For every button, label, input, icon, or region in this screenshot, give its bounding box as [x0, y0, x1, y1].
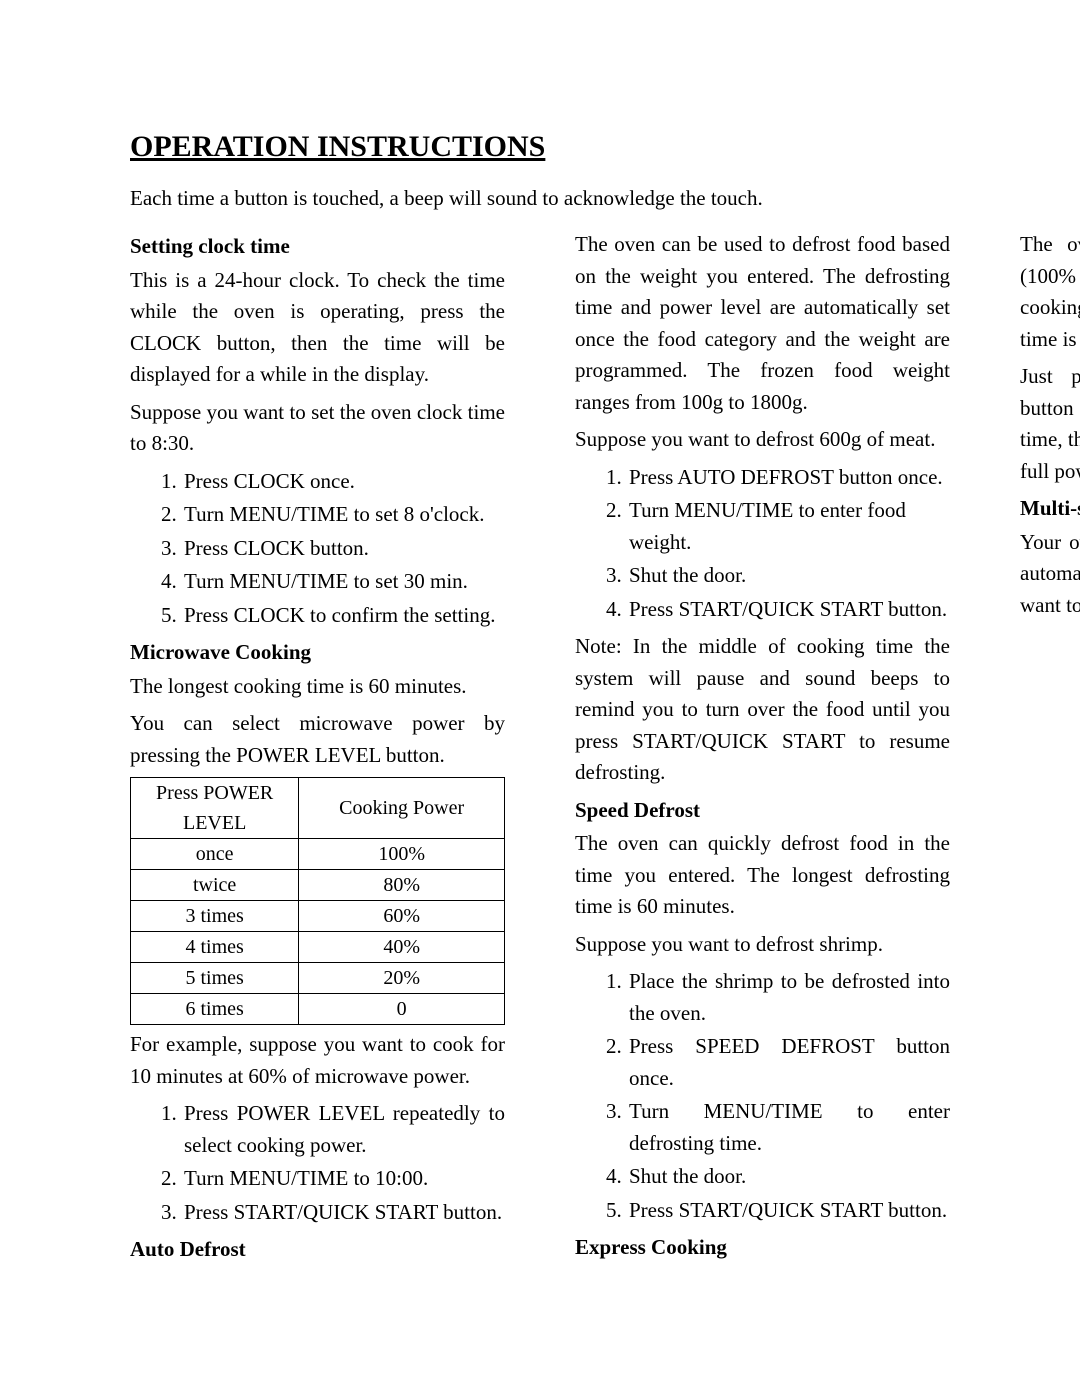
clock-steps: Press CLOCK once. Turn MENU/TIME to set …	[130, 466, 505, 632]
list-item: Turn MENU/TIME to set 30 min.	[182, 566, 505, 598]
list-item: Turn MENU/TIME to enter defrosting time.	[627, 1096, 950, 1159]
list-item: Shut the door.	[627, 1161, 950, 1193]
cell-power: 20%	[299, 963, 505, 994]
cell-press: 4 times	[131, 932, 299, 963]
autodefrost-steps: Press AUTO DEFROST button once. Turn MEN…	[575, 462, 950, 626]
list-item: Turn MENU/TIME to set 8 o'clock.	[182, 499, 505, 531]
table-row: once100%	[131, 839, 505, 870]
list-item: Turn MENU/TIME to enter food weight.	[627, 495, 950, 558]
list-item: Press AUTO DEFROST button once.	[627, 462, 950, 494]
power-level-table: Press POWER LEVEL Cooking Power once100%…	[130, 777, 505, 1025]
list-item: Press START/QUICK START button.	[182, 1197, 505, 1229]
cell-power: 100%	[299, 839, 505, 870]
list-item: Shut the door.	[627, 560, 950, 592]
cell-press: 6 times	[131, 994, 299, 1025]
cell-power: 40%	[299, 932, 505, 963]
cell-press: twice	[131, 870, 299, 901]
cell-press: once	[131, 839, 299, 870]
table-row: 6 times0	[131, 994, 505, 1025]
autodefrost-note: Note: In the middle of cooking time the …	[575, 631, 950, 789]
table-row: twice80%	[131, 870, 505, 901]
microwave-p1: The longest cooking time is 60 minutes.	[130, 671, 505, 703]
page-title: OPERATION INSTRUCTIONS	[130, 130, 950, 164]
heading-speeddefrost: Speed Defrost	[575, 795, 950, 827]
list-item: Press CLOCK button.	[182, 533, 505, 565]
table-header-power: Cooking Power	[299, 778, 505, 839]
express-p2: Just press the START/QUICK START button …	[1020, 361, 1080, 487]
autodefrost-p2: Suppose you want to defrost 600g of meat…	[575, 424, 950, 456]
speeddefrost-p2: Suppose you want to defrost shrimp.	[575, 929, 950, 961]
heading-clock: Setting clock time	[130, 231, 505, 263]
cell-power: 80%	[299, 870, 505, 901]
heading-multistage: Multi-stage Cooking	[1020, 493, 1080, 525]
list-item: Press SPEED DEFROST button once.	[627, 1031, 950, 1094]
clock-p2: Suppose you want to set the oven clock t…	[130, 397, 505, 460]
list-item: Press START/QUICK START button.	[627, 1195, 950, 1227]
list-item: Press POWER LEVEL repeatedly to select c…	[182, 1098, 505, 1161]
multistage-p1: Your oven can be programmed for up to 3 …	[1020, 527, 1080, 622]
table-row: 5 times20%	[131, 963, 505, 994]
list-item: Press START/QUICK START button.	[627, 594, 950, 626]
table-row: 3 times60%	[131, 901, 505, 932]
cell-power: 60%	[299, 901, 505, 932]
cell-press: 5 times	[131, 963, 299, 994]
content-columns: Setting clock time This is a 24-hour clo…	[130, 229, 950, 1299]
microwave-steps: Press POWER LEVEL repeatedly to select c…	[130, 1098, 505, 1228]
cell-power: 0	[299, 994, 505, 1025]
table-header-press: Press POWER LEVEL	[131, 778, 299, 839]
list-item: Press CLOCK once.	[182, 466, 505, 498]
heading-microwave: Microwave Cooking	[130, 637, 505, 669]
heading-express: Express Cooking	[575, 1232, 950, 1264]
speeddefrost-steps: Place the shrimp to be defrosted into th…	[575, 966, 950, 1226]
cell-press: 3 times	[131, 901, 299, 932]
clock-p1: This is a 24-hour clock. To check the ti…	[130, 265, 505, 391]
list-item: Turn MENU/TIME to 10:00.	[182, 1163, 505, 1195]
list-item: Place the shrimp to be defrosted into th…	[627, 966, 950, 1029]
microwave-p2: You can select microwave power by pressi…	[130, 708, 505, 771]
express-p1: The oven will operate at HIGH power (100…	[1020, 229, 1080, 355]
table-row: 4 times40%	[131, 932, 505, 963]
autodefrost-p1: The oven can be used to defrost food bas…	[575, 229, 950, 418]
list-item: Press CLOCK to confirm the setting.	[182, 600, 505, 632]
speeddefrost-p1: The oven can quickly defrost food in the…	[575, 828, 950, 923]
microwave-p3: For example, suppose you want to cook fo…	[130, 1029, 505, 1092]
heading-autodefrost: Auto Defrost	[130, 1234, 505, 1266]
intro-text: Each time a button is touched, a beep wi…	[130, 186, 950, 211]
